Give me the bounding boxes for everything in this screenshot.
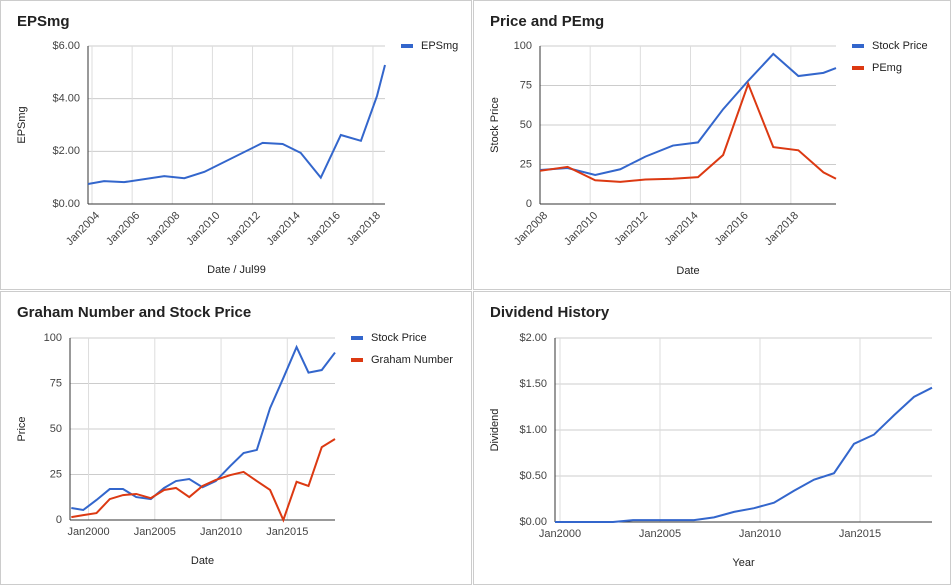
chart-title: EPSmg — [17, 13, 70, 30]
x-tick-label: Jan2015 — [839, 528, 881, 540]
x-tick-label: Jan2000 — [539, 528, 581, 540]
y-axis-label: EPSmg — [16, 106, 28, 143]
panel — [0, 291, 472, 585]
chart-title: Price and PEmg — [490, 13, 604, 30]
chart-title: Graham Number and Stock Price — [17, 304, 251, 321]
x-axis-label: Date / Jul99 — [207, 264, 266, 276]
x-tick-label: Jan2000 — [67, 526, 109, 538]
panel — [473, 0, 951, 290]
panel — [0, 0, 472, 290]
x-tick-label: Jan2010 — [739, 528, 781, 540]
y-tick-label: $0.00 — [519, 516, 547, 528]
y-tick-label: 100 — [44, 332, 62, 344]
line — [71, 438, 336, 523]
y-tick-label: 50 — [50, 423, 62, 435]
line — [555, 386, 933, 523]
y-tick-label: $1.00 — [519, 424, 547, 436]
y-tick-label: 25 — [520, 158, 532, 170]
legend-label: Stock Price — [371, 332, 427, 344]
y-axis-label: Price — [16, 416, 28, 441]
y-tick-label: $4.00 — [52, 93, 80, 105]
legend-label: Graham Number — [371, 354, 453, 366]
x-tick-label: Jan2010 — [200, 526, 242, 538]
y-tick-label: 75 — [50, 377, 62, 389]
y-axis-label: Dividend — [489, 409, 501, 452]
panel — [473, 291, 951, 585]
line — [87, 64, 386, 185]
line — [539, 52, 837, 176]
y-tick-label: 0 — [526, 198, 532, 210]
y-tick-label: $2.00 — [52, 145, 80, 157]
x-axis-label: Date — [191, 555, 214, 567]
y-tick-label: $1.50 — [519, 378, 547, 390]
legend-label: Stock Price — [872, 40, 928, 52]
line — [539, 81, 837, 183]
y-tick-label: 100 — [514, 40, 532, 52]
legend-label: EPSmg — [421, 40, 458, 52]
y-tick-label: $6.00 — [52, 40, 80, 52]
chart-title: Dividend History — [490, 304, 610, 321]
y-tick-label: 75 — [520, 79, 532, 91]
y-tick-label: $2.00 — [519, 332, 547, 344]
y-tick-label: 0 — [56, 514, 62, 526]
x-axis-label: Date — [676, 265, 699, 277]
x-tick-label: Jan2005 — [134, 526, 176, 538]
x-tick-label: Jan2005 — [639, 528, 681, 540]
y-tick-label: $0.50 — [519, 470, 547, 482]
legend-label: PEmg — [872, 62, 902, 74]
y-tick-label: $0.00 — [52, 198, 80, 210]
y-tick-label: 50 — [520, 119, 532, 131]
x-tick-label: Jan2015 — [266, 526, 308, 538]
y-axis-label: Stock Price — [489, 97, 501, 153]
x-axis-label: Year — [732, 557, 755, 569]
y-tick-label: 25 — [50, 468, 62, 480]
